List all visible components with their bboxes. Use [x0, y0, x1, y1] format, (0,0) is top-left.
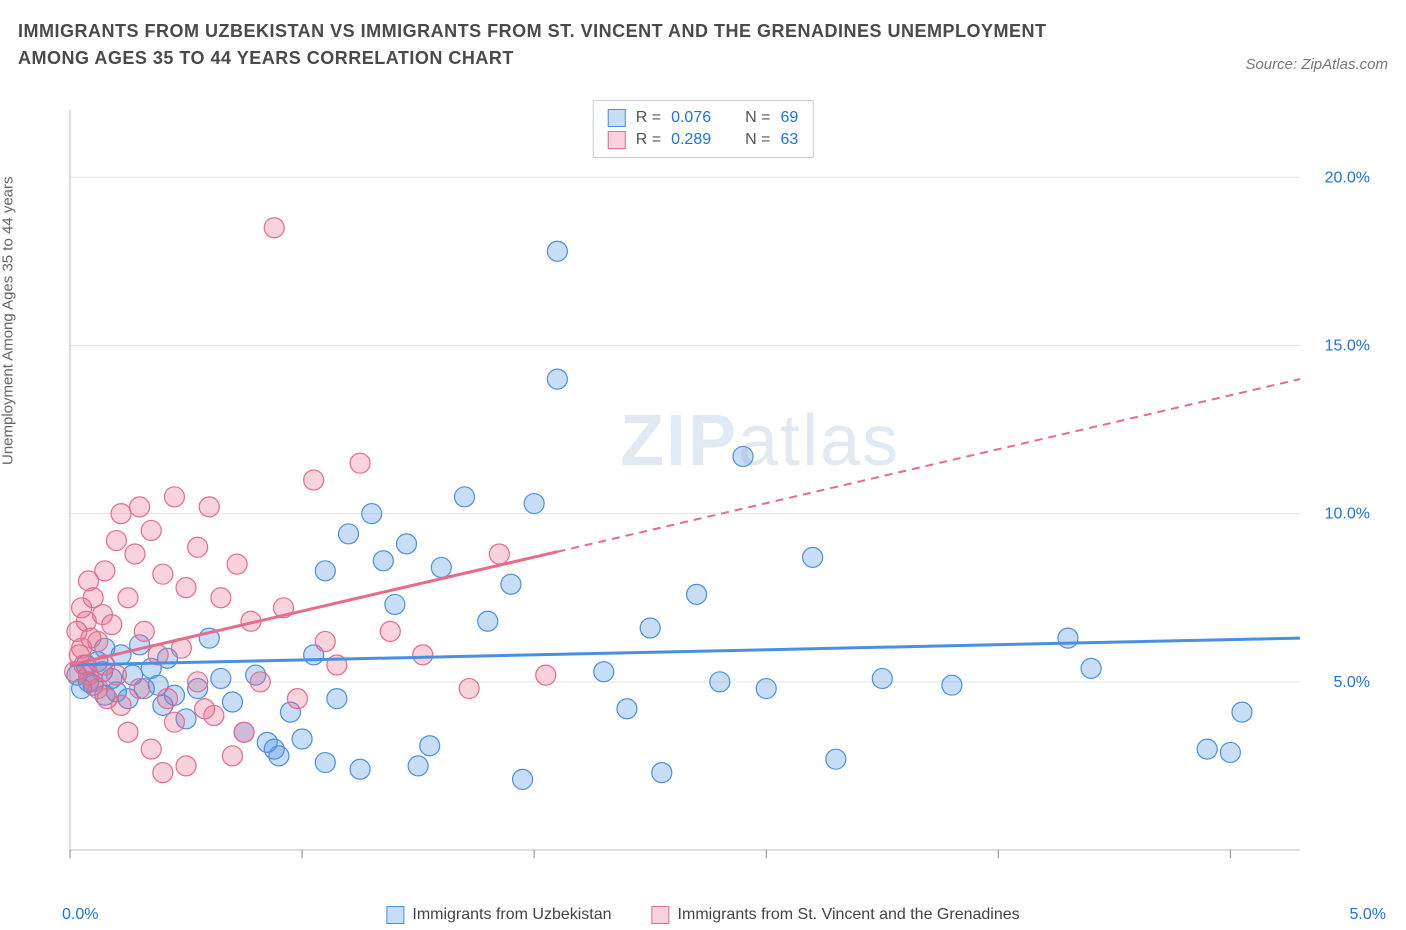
swatch-uzbekistan	[608, 109, 626, 127]
y-axis-label: Unemployment Among Ages 35 to 44 years	[0, 176, 17, 465]
n-value-uzbekistan: 69	[780, 109, 798, 127]
chart-title: IMMIGRANTS FROM UZBEKISTAN VS IMMIGRANTS…	[18, 18, 1118, 72]
r-value-stvincent: 0.289	[671, 131, 711, 149]
x-axis-max-label: 5.0%	[1350, 906, 1386, 924]
n-value-stvincent: 63	[780, 131, 798, 149]
legend-row-stvincent: R = 0.289 N = 63	[608, 129, 799, 151]
svg-text:15.0%: 15.0%	[1325, 337, 1370, 354]
svg-text:5.0%: 5.0%	[1334, 674, 1370, 691]
swatch-stvincent	[608, 131, 626, 149]
n-label: N =	[745, 131, 770, 149]
n-label: N =	[745, 109, 770, 127]
svg-text:20.0%: 20.0%	[1325, 169, 1370, 186]
chart-plot-area: 5.0% 10.0% 15.0% 20.0%	[60, 100, 1380, 880]
legend-item-stvincent: Immigrants from St. Vincent and the Gren…	[652, 906, 1020, 924]
x-axis-min-label: 0.0%	[62, 906, 98, 924]
swatch-uzbekistan	[386, 906, 404, 924]
legend-row-uzbekistan: R = 0.076 N = 69	[608, 107, 799, 129]
legend-label-uzbekistan: Immigrants from Uzbekistan	[412, 906, 611, 924]
source-attribution: Source: ZipAtlas.com	[1245, 56, 1388, 73]
r-label: R =	[636, 131, 661, 149]
series-legend: Immigrants from Uzbekistan Immigrants fr…	[386, 906, 1019, 924]
correlation-legend: R = 0.076 N = 69 R = 0.289 N = 63	[593, 100, 814, 158]
svg-text:10.0%: 10.0%	[1325, 506, 1370, 523]
swatch-stvincent	[652, 906, 670, 924]
scatter-plot-svg: 5.0% 10.0% 15.0% 20.0%	[60, 100, 1380, 880]
r-value-uzbekistan: 0.076	[671, 109, 711, 127]
legend-item-uzbekistan: Immigrants from Uzbekistan	[386, 906, 611, 924]
r-label: R =	[636, 109, 661, 127]
legend-label-stvincent: Immigrants from St. Vincent and the Gren…	[678, 906, 1020, 924]
